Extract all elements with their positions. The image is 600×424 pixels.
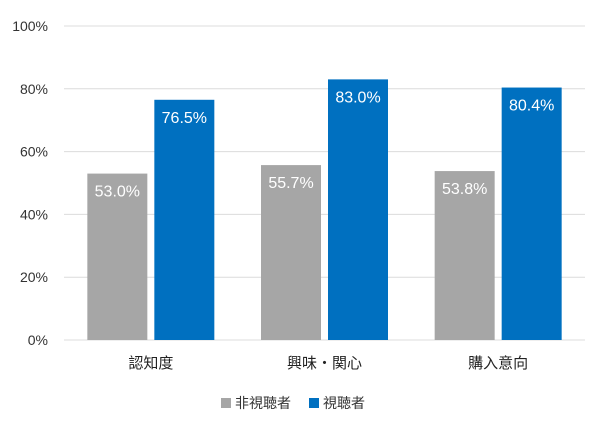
legend-label: 視聴者 <box>323 396 365 412</box>
legend-swatch <box>221 398 231 408</box>
data-label: 53.8% <box>442 181 487 198</box>
data-label: 80.4% <box>509 98 554 115</box>
y-tick-label: 60% <box>20 144 48 160</box>
y-tick-label: 80% <box>20 81 48 97</box>
y-axis-ticks: 0% 20% 40% 60% 80% 100% <box>12 18 48 348</box>
bar <box>328 79 388 340</box>
category-label: 購入意向 <box>468 354 528 372</box>
legend-label: 非視聴者 <box>235 396 291 412</box>
y-tick-label: 100% <box>12 18 48 34</box>
bar <box>261 165 321 340</box>
bar <box>501 87 562 340</box>
data-label: 55.7% <box>268 175 313 192</box>
category-label: 認知度 <box>128 354 173 372</box>
data-label: 83.0% <box>335 89 380 106</box>
gridlines <box>64 25 585 341</box>
bar <box>434 171 495 340</box>
y-tick-label: 40% <box>20 206 48 222</box>
y-tick-label: 20% <box>20 269 48 285</box>
category-label: 興味・関心 <box>287 354 362 372</box>
bars: 53.0% 76.5% 55.7% 83.0% 53.8% 80.4% <box>87 79 562 340</box>
data-label: 53.0% <box>95 184 140 201</box>
bar <box>87 173 148 340</box>
bar <box>154 99 215 340</box>
y-tick-label: 0% <box>28 332 48 348</box>
data-label: 76.5% <box>162 110 207 127</box>
legend: 非視聴者 視聴者 <box>221 396 365 412</box>
x-axis-categories: 認知度 興味・関心 購入意向 <box>128 354 528 372</box>
legend-swatch <box>309 398 319 408</box>
